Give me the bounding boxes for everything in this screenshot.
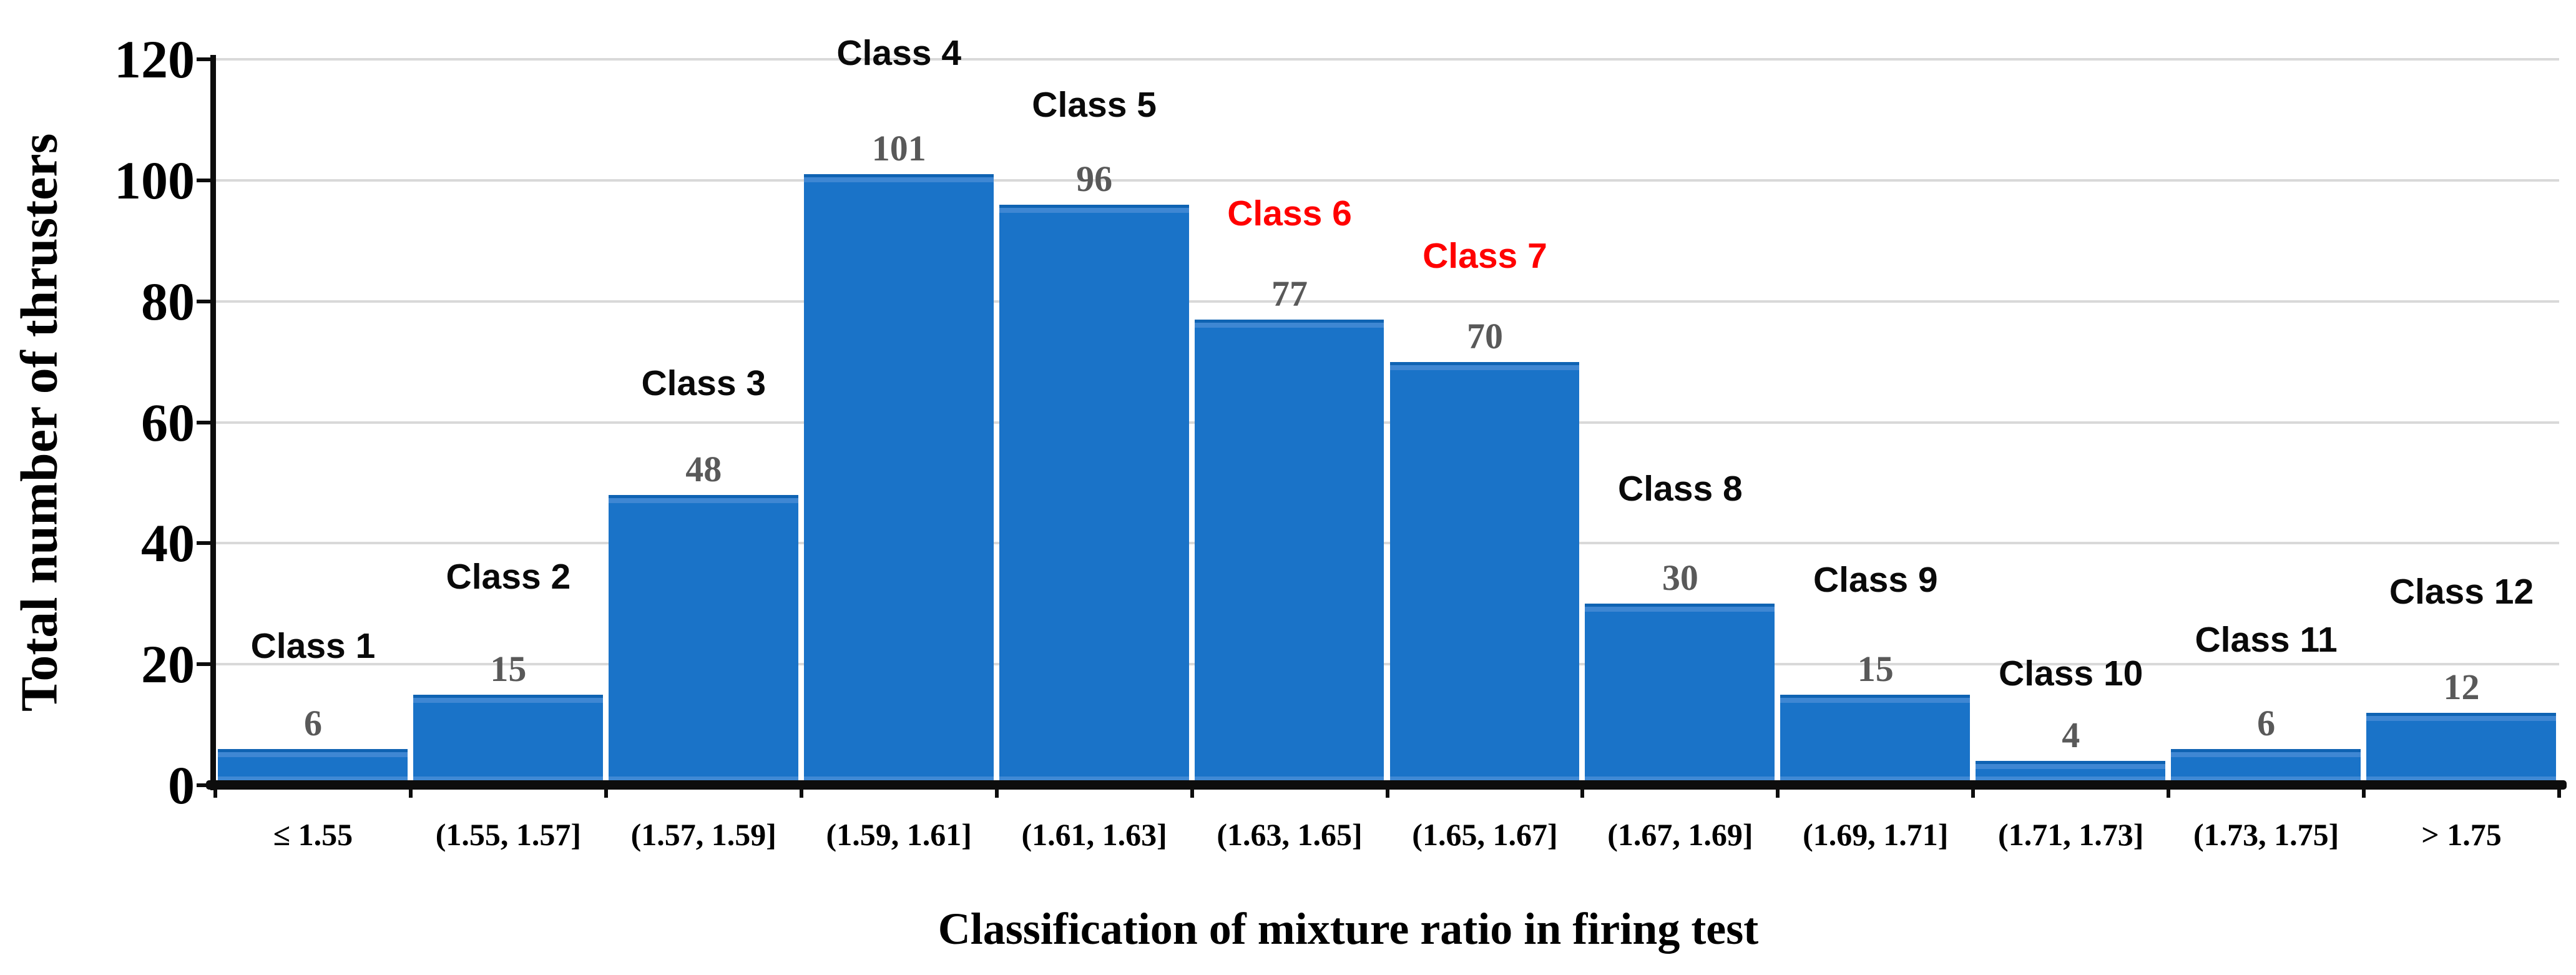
bar: [1780, 694, 1971, 785]
x-tick-label: (1.55, 1.57]: [435, 817, 582, 852]
bar: [1389, 361, 1580, 785]
bar-value-label: 15: [490, 648, 527, 689]
gridline: [215, 542, 2559, 545]
y-tick-label: 80: [141, 271, 195, 331]
gridline: [215, 58, 2559, 61]
bar-value-label: 96: [1076, 158, 1113, 199]
x-tick-label: (1.63, 1.65]: [1217, 817, 1363, 852]
bar-class-label: Class 8: [1618, 469, 1743, 509]
bar-class-label: Class 9: [1813, 559, 1938, 600]
bar: [218, 748, 408, 785]
x-tick-mark: [2557, 786, 2561, 798]
y-tick-mark: [197, 783, 215, 787]
bar: [608, 494, 798, 785]
x-tick-mark: [2362, 786, 2366, 798]
bar-class-label: Class 6: [1227, 194, 1352, 234]
x-tick-mark: [604, 786, 608, 798]
x-tick-mark: [799, 786, 803, 798]
gridline: [215, 179, 2559, 182]
y-tick-label: 60: [141, 392, 195, 453]
x-tick-mark: [994, 786, 999, 798]
plot-area: 6 Class 1 15 Class 2 48 Class 3 101 Class 4 96 Cl…: [215, 36, 2559, 785]
bar-value-label: 70: [1466, 315, 1503, 356]
x-tick-mark: [408, 786, 413, 798]
bar-class-label: Class 11: [2195, 620, 2338, 660]
x-tick-label: (1.57, 1.59]: [630, 817, 776, 852]
gridline: [215, 663, 2559, 666]
bar: [2366, 712, 2556, 785]
bar-value-label: 77: [1271, 273, 1308, 314]
y-tick-label: 100: [114, 150, 195, 210]
bar-class-label: Class 2: [446, 556, 571, 597]
bar-value-label: 30: [1662, 557, 1698, 599]
x-tick-label: (1.69, 1.71]: [1803, 817, 1949, 852]
y-tick-mark: [197, 662, 215, 667]
y-tick-mark: [197, 57, 215, 61]
x-tick-mark: [1580, 786, 1585, 798]
y-tick-label: 20: [141, 634, 195, 695]
x-tick-label: (1.59, 1.61]: [826, 817, 972, 852]
x-tick-label: (1.61, 1.63]: [1021, 817, 1167, 852]
x-tick-mark: [1190, 786, 1194, 798]
x-axis-line: [206, 780, 2567, 790]
y-tick-mark: [197, 178, 215, 182]
bar-value-label: 15: [1857, 648, 1894, 689]
x-tick-label: ≤ 1.55: [273, 817, 353, 852]
bar-class-label: Class 12: [2389, 571, 2534, 612]
x-tick-label: (1.71, 1.73]: [1998, 817, 2144, 852]
bar: [413, 694, 603, 785]
bar-class-label: Class 10: [1999, 653, 2143, 693]
bar: [999, 204, 1189, 785]
x-tick-mark: [1971, 786, 1976, 798]
bar-class-label: Class 5: [1032, 84, 1157, 125]
bar-class-label: Class 7: [1423, 236, 1547, 277]
bar: [2171, 748, 2361, 785]
bar-class-label: Class 4: [836, 33, 962, 74]
y-tick-label: 0: [168, 755, 195, 815]
x-tick-mark: [1776, 786, 1780, 798]
y-tick-mark: [197, 541, 215, 546]
bar-value-label: 12: [2443, 666, 2480, 707]
y-tick-mark: [197, 299, 215, 303]
gridline: [215, 300, 2559, 303]
y-tick-label: 120: [114, 29, 195, 89]
x-tick-mark: [1385, 786, 1389, 798]
bar: [1194, 319, 1384, 785]
bar-value-label: 6: [303, 702, 322, 743]
x-axis-title: Classification of mixture ratio in firin…: [938, 904, 1759, 954]
bar-class-label: Class 1: [250, 626, 376, 667]
x-tick-label: (1.73, 1.75]: [2193, 817, 2339, 852]
bar-value-label: 48: [685, 448, 722, 489]
bar-value-label: 101: [871, 128, 926, 169]
x-tick-label: (1.67, 1.69]: [1607, 817, 1753, 852]
gridline: [215, 421, 2559, 424]
bar-value-label: 4: [2062, 715, 2080, 756]
bar-value-label: 6: [2257, 702, 2276, 743]
x-tick-mark: [2167, 786, 2171, 798]
bar-class-label: Class 3: [641, 363, 766, 403]
y-tick-label: 40: [141, 513, 195, 574]
x-tick-mark: [213, 786, 217, 798]
x-tick-label: > 1.75: [2421, 817, 2502, 852]
y-tick-mark: [197, 420, 215, 424]
x-tick-label: (1.65, 1.67]: [1412, 817, 1558, 852]
bar: [1585, 604, 1775, 785]
bar: [803, 174, 994, 785]
